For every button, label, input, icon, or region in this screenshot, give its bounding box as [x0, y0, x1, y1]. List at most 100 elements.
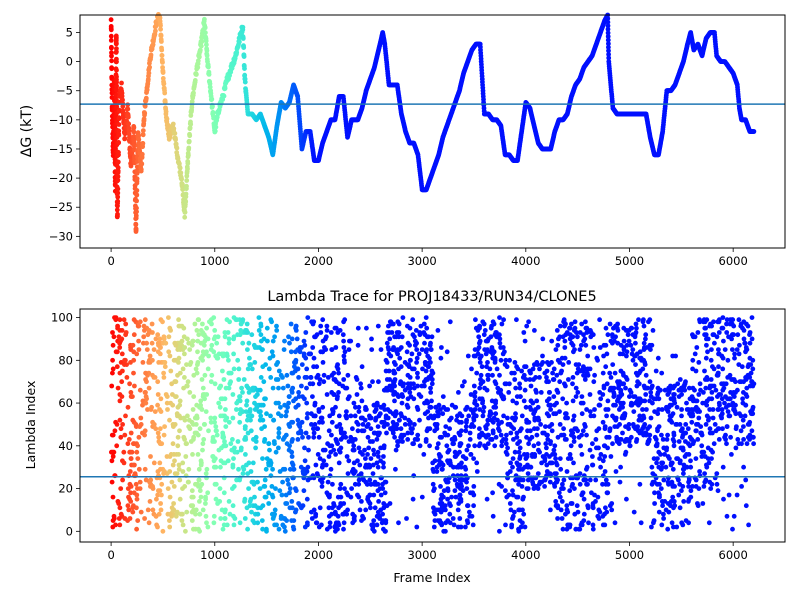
lambda-point	[457, 411, 463, 417]
lambda-point	[158, 409, 164, 414]
lambda-point	[547, 479, 553, 485]
lambda-point	[412, 342, 418, 348]
lambda-point	[505, 445, 510, 451]
lambda-point	[579, 411, 585, 417]
lambda-point	[440, 466, 445, 472]
lambda-point	[220, 368, 225, 374]
dg-point	[108, 33, 114, 39]
lambda-point	[400, 315, 406, 320]
lambda-point	[271, 417, 276, 423]
lambda-point	[511, 426, 517, 432]
lambda-point	[266, 441, 272, 447]
lambda-point	[175, 443, 181, 449]
lambda-point	[396, 334, 402, 340]
lambda-point	[510, 456, 516, 461]
lambda-point	[571, 413, 577, 419]
lambda-point	[273, 486, 278, 491]
lambda-point	[333, 325, 339, 331]
lambda-point	[550, 452, 555, 457]
lambda-point	[526, 419, 532, 425]
lambda-point	[478, 372, 484, 378]
lambda-point	[266, 490, 271, 496]
lambda-point	[565, 522, 571, 528]
lambda-point	[238, 328, 244, 333]
lambda-point	[333, 345, 339, 350]
lambda-point	[200, 385, 206, 391]
lambda-point	[575, 509, 581, 515]
lambda-point	[371, 452, 377, 457]
lambda-point	[577, 481, 583, 487]
dg-point	[240, 36, 246, 41]
lambda-point	[603, 325, 609, 331]
lambda-point	[605, 398, 611, 404]
lambda-point	[592, 372, 597, 378]
lambda-point	[375, 432, 381, 438]
lambda-point	[591, 413, 597, 419]
lambda-point	[231, 351, 237, 357]
lambda-point	[580, 490, 586, 496]
lambda-point	[155, 332, 161, 338]
lambda-point	[325, 479, 331, 485]
lambda-point	[189, 342, 195, 348]
lambda-point	[460, 383, 465, 389]
lambda-point	[336, 447, 342, 453]
lambda-point	[459, 460, 464, 466]
lambda-point	[572, 486, 577, 491]
lambda-point	[456, 430, 462, 436]
lambda-point	[237, 520, 243, 526]
lambda-point	[146, 385, 152, 391]
lambda-point	[484, 387, 490, 393]
lambda-point	[504, 432, 509, 438]
lambda-point	[235, 332, 241, 338]
lambda-point	[515, 441, 520, 447]
lambda-point	[209, 342, 215, 348]
lambda-point	[263, 466, 269, 472]
lambda-point	[160, 528, 166, 534]
lambda-point	[282, 434, 287, 440]
lambda-point	[187, 426, 193, 432]
lambda-point	[244, 321, 250, 327]
lambda-point	[522, 524, 528, 530]
dg-point	[605, 34, 611, 39]
lambda-point	[199, 377, 205, 382]
lambda-point	[289, 390, 295, 395]
lambda-point	[512, 360, 518, 365]
lambda-point	[457, 449, 462, 455]
lambda-point	[489, 323, 494, 329]
dg-point	[159, 39, 164, 44]
lambda-point	[573, 526, 579, 532]
dg-point	[202, 25, 208, 31]
lambda-point	[192, 321, 198, 327]
lambda-point	[270, 466, 275, 472]
lambda-point	[534, 390, 539, 395]
lambda-point	[561, 477, 567, 483]
lambda-point	[585, 505, 591, 511]
lambda-point	[218, 383, 224, 389]
lambda-point	[481, 404, 487, 410]
lambda-point	[555, 434, 561, 440]
lambda-point	[398, 434, 403, 440]
lambda-point	[274, 328, 280, 333]
lambda-point	[143, 477, 149, 483]
lambda-point	[428, 385, 433, 391]
dg-point	[133, 222, 139, 228]
lambda-point	[161, 334, 167, 340]
lambda-point	[204, 520, 209, 526]
lambda-point	[289, 460, 295, 466]
dg-point	[605, 37, 611, 43]
lambda-point	[178, 511, 184, 517]
lambda-point	[212, 419, 218, 425]
lambda-point	[514, 430, 520, 436]
lambda-point	[499, 439, 505, 444]
lambda-point	[468, 407, 474, 412]
lambda-point	[499, 443, 505, 449]
lambda-point	[418, 394, 424, 399]
lambda-point	[567, 325, 573, 331]
lambda-point	[404, 402, 410, 408]
lambda-point	[200, 507, 206, 513]
lambda-point	[570, 342, 576, 348]
lambda-point	[170, 441, 176, 447]
lambda-point	[356, 404, 362, 410]
lambda-point	[333, 452, 338, 457]
dg-point	[195, 58, 201, 64]
